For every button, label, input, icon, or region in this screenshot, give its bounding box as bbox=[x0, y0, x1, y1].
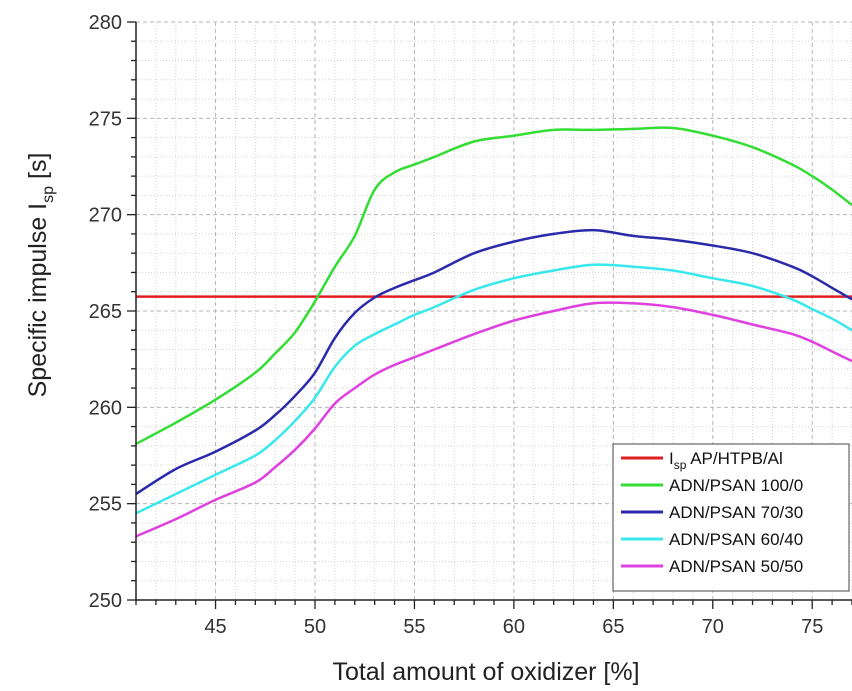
axes bbox=[127, 21, 852, 609]
legend-label-5: ADN/PSAN 50/50 bbox=[669, 557, 803, 576]
legend-label-3: ADN/PSAN 70/30 bbox=[669, 503, 803, 522]
y-tick-label: 270 bbox=[89, 205, 122, 227]
y-tick-label: 265 bbox=[89, 301, 122, 323]
grid bbox=[135, 21, 852, 600]
y-tick-label: 250 bbox=[89, 590, 122, 612]
y-tick-label: 280 bbox=[89, 12, 122, 34]
y-tick-label: 255 bbox=[89, 494, 122, 516]
legend-label-2: ADN/PSAN 100/0 bbox=[669, 476, 803, 495]
x-axis-title: Total amount of oxidizer [%] bbox=[332, 658, 639, 686]
y-tick-label: 260 bbox=[89, 397, 122, 419]
legend-label-4: ADN/PSAN 60/40 bbox=[669, 530, 803, 549]
plot-lines bbox=[135, 126, 852, 538]
x-tick-label: 75 bbox=[801, 616, 823, 638]
series-line-5 bbox=[135, 301, 852, 538]
x-tick-label: 45 bbox=[204, 616, 226, 638]
y-axis-title: Specific impulse Isp [s] bbox=[24, 153, 57, 398]
tick-labels: 45 50 55 60 65 70 75 250 255 260 265 270 275 280 bbox=[89, 12, 824, 638]
legend: Isp AP/HTPB/Al ADN/PSAN 100/0 ADN/PSAN 70/… bbox=[612, 443, 850, 592]
legend-label-1: Isp AP/HTPB/Al bbox=[669, 449, 783, 472]
series-line-2 bbox=[135, 126, 852, 446]
x-tick-label: 70 bbox=[702, 616, 724, 638]
x-tick-label: 65 bbox=[602, 616, 624, 638]
series-line-3 bbox=[135, 228, 852, 496]
y-tick-label: 275 bbox=[89, 108, 122, 130]
x-tick-label: 55 bbox=[403, 616, 425, 638]
x-tick-label: 60 bbox=[503, 616, 525, 638]
x-tick-label: 50 bbox=[304, 616, 326, 638]
series-line-4 bbox=[135, 263, 852, 515]
